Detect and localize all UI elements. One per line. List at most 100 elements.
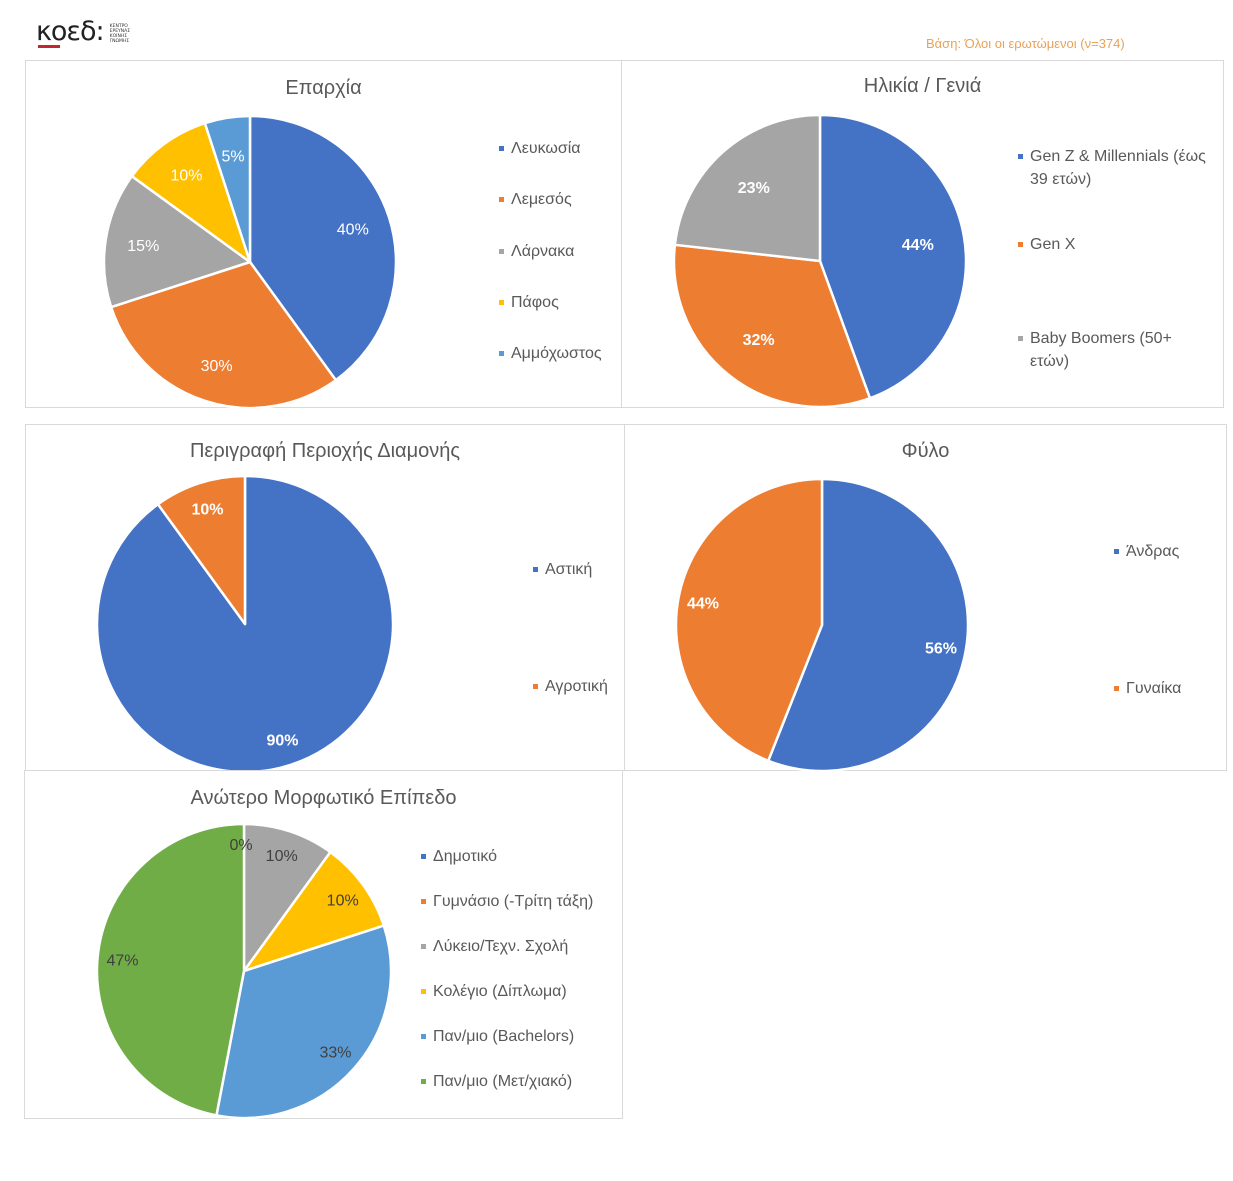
legend-item: Gen Z & Millennials (έως 39 ετών) bbox=[1018, 145, 1218, 191]
legend-item: Αμμόχωστος bbox=[499, 342, 729, 365]
pie-data-label: 10% bbox=[191, 502, 223, 519]
legend-swatch bbox=[1114, 549, 1119, 554]
pie-data-label: 47% bbox=[106, 953, 138, 970]
chart-title: Ανώτερο Μορφωτικό Επίπεδο bbox=[190, 787, 457, 809]
logo-text: κοεδ: bbox=[36, 16, 105, 47]
pie-data-label: 10% bbox=[266, 848, 298, 865]
legend-label: Αγροτική bbox=[545, 678, 608, 695]
legend-swatch bbox=[421, 944, 426, 949]
legend-item: Αστική bbox=[533, 558, 623, 581]
legend-swatch bbox=[1018, 154, 1023, 159]
legend-label: Λάρνακα bbox=[511, 243, 575, 260]
legend-label: Gen Z & Millennials (έως 39 ετών) bbox=[1030, 148, 1206, 188]
legend-label: Γυναίκα bbox=[1126, 680, 1182, 697]
chart-panel-province: Επαρχία 40% 30% 15% 10% 5% Λευκωσία Λεμεσός … bbox=[25, 60, 622, 410]
legend-item: Πάφος bbox=[499, 291, 729, 314]
legend-swatch bbox=[421, 1079, 426, 1084]
legend-label: Παν/μιο (Bachelors) bbox=[433, 1028, 575, 1045]
pie-slice bbox=[248, 114, 398, 382]
legend-label: Λεμεσός bbox=[511, 191, 572, 208]
pie-data-label: 30% bbox=[201, 358, 233, 375]
legend-item: Παν/μιο (Μετ/χιακό) bbox=[421, 1070, 621, 1093]
pie-data-label: 33% bbox=[319, 1045, 351, 1062]
pie-slice bbox=[242, 822, 332, 973]
logo-small-text: ΚΕΝΤΡΟ ΕΡΕΥΝΑΣ ΚΟΙΝΗΣ ΓΝΩΜΗΣ bbox=[110, 24, 138, 44]
pie-slice bbox=[674, 477, 824, 762]
logo-small-line: ΕΡΕΥΝΑΣ bbox=[109, 29, 131, 34]
pie-data-label: 44% bbox=[687, 595, 719, 612]
legend-item: Παν/μιο (Bachelors) bbox=[421, 1025, 621, 1048]
pie-slice bbox=[767, 477, 970, 773]
chart-panel-residence: Περιγραφή Περιοχής Διαμονής 90% 10% Αστικ… bbox=[25, 424, 625, 774]
legend-item: Γυναίκα bbox=[1114, 677, 1214, 700]
pie-chart: 56% 44% bbox=[674, 477, 970, 773]
legend-item: Αγροτική bbox=[533, 675, 623, 698]
pie-chart: 44% 32% 23% bbox=[672, 113, 968, 409]
legend-swatch bbox=[421, 1034, 426, 1039]
pie-data-label: 15% bbox=[127, 238, 159, 255]
chart-panel-gender: Φύλο 56% 44% Άνδρας Γυναίκα bbox=[624, 424, 1227, 773]
chart-title: Φύλο bbox=[901, 440, 950, 462]
legend-label: Gen X bbox=[1030, 236, 1076, 253]
pie-chart: 0% 10% 10% 33% 47% bbox=[95, 822, 393, 1120]
legend-swatch bbox=[421, 854, 426, 859]
legend-label: Αμμόχωστος bbox=[511, 345, 602, 362]
base-note: Βάση: Όλοι οι ερωτώμενοι (ν=374) bbox=[926, 36, 1125, 51]
chart-title: Ηλικία / Γενιά bbox=[863, 75, 982, 97]
legend-item: Baby Boomers (50+ ετών) bbox=[1018, 327, 1188, 373]
logo-underline bbox=[38, 45, 60, 48]
chart-panel-education: Ανώτερο Μορφωτικό Επίπεδο 0% 10% 10% 33% 47%… bbox=[24, 770, 623, 1120]
pie-slice bbox=[109, 260, 338, 410]
legend-item: Gen X bbox=[1018, 233, 1218, 256]
legend-item: Γυμνάσιο (-Τρίτη τάξη) bbox=[421, 890, 621, 913]
legend-label: Δημοτικό bbox=[433, 848, 498, 865]
pie-slice bbox=[203, 114, 252, 264]
pie-data-label: 0% bbox=[229, 837, 252, 854]
chart-panel-age: Ηλικία / Γενιά 44% 32% 23% Gen Z & Millenn… bbox=[621, 60, 1224, 409]
legend-label: Άνδρας bbox=[1126, 543, 1180, 560]
legend-swatch bbox=[499, 300, 504, 305]
legend-item: Λάρνακα bbox=[499, 240, 729, 263]
legend-swatch bbox=[499, 197, 504, 202]
legend-label: Παν/μιο (Μετ/χιακό) bbox=[433, 1073, 573, 1090]
legend-label: Γυμνάσιο (-Τρίτη τάξη) bbox=[433, 893, 594, 910]
pie-slice bbox=[95, 822, 246, 1117]
pie-data-label: 23% bbox=[738, 180, 770, 197]
pie-slice bbox=[818, 113, 968, 400]
legend-item: Λεμεσός bbox=[499, 188, 729, 211]
legend-swatch bbox=[1114, 686, 1119, 691]
legend-swatch bbox=[421, 989, 426, 994]
pie-data-label: 56% bbox=[925, 641, 957, 658]
legend-label: Λευκωσία bbox=[511, 140, 581, 157]
pie-data-label: 10% bbox=[170, 168, 202, 185]
legend-item: Λευκωσία bbox=[499, 137, 729, 160]
pie-data-label: 40% bbox=[337, 222, 369, 239]
legend-swatch bbox=[533, 567, 538, 572]
legend-label: Baby Boomers (50+ ετών) bbox=[1030, 330, 1172, 370]
legend-label: Κολέγιο (Δίπλωμα) bbox=[433, 983, 567, 1000]
chart-title: Επαρχία bbox=[285, 77, 362, 99]
pie-slice bbox=[156, 474, 247, 626]
pie-slice bbox=[673, 113, 822, 263]
legend-swatch bbox=[499, 351, 504, 356]
pie-chart: 90% 10% bbox=[95, 474, 395, 774]
chart-title: Περιγραφή Περιοχής Διαμονής bbox=[189, 440, 461, 462]
logo-small-line: ΚΕΝΤΡΟ bbox=[109, 24, 128, 29]
pie-slice bbox=[215, 924, 393, 1120]
logo-small-line: ΓΝΩΜΗΣ bbox=[109, 39, 130, 44]
legend-item: Λύκειο/Τεχν. Σχολή bbox=[421, 935, 621, 958]
pie-data-label: 5% bbox=[222, 148, 245, 165]
logo-small-line: ΚΟΙΝΗΣ bbox=[109, 34, 128, 39]
legend-label: Αστική bbox=[545, 561, 593, 578]
pie-slice bbox=[242, 850, 386, 973]
pie-data-label: 90% bbox=[266, 732, 298, 749]
pie-slice bbox=[102, 174, 252, 309]
legend-item: Κολέγιο (Δίπλωμα) bbox=[421, 980, 621, 1003]
pie-data-label: 32% bbox=[743, 332, 775, 349]
pie-data-label: 10% bbox=[327, 892, 359, 909]
legend-item: Δημοτικό bbox=[421, 845, 621, 868]
legend-item: Άνδρας bbox=[1114, 540, 1214, 563]
koed-logo: κοεδ: ΚΕΝΤΡΟ ΕΡΕΥΝΑΣ ΚΟΙΝΗΣ ΓΝΩΜΗΣ bbox=[36, 16, 138, 48]
legend-swatch bbox=[421, 899, 426, 904]
pie-slice bbox=[130, 121, 252, 264]
